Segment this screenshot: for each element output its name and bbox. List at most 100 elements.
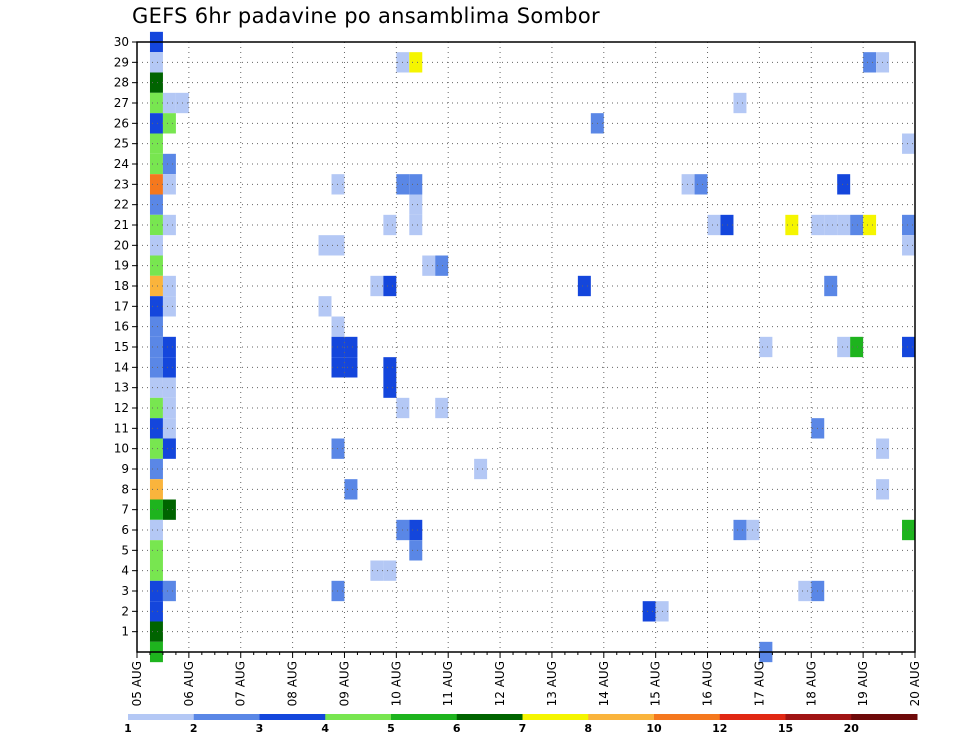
heatmap-cell: [383, 214, 397, 236]
heatmap-cell: [435, 397, 449, 419]
heatmap-cell: [149, 479, 163, 500]
heatmap-cell: [149, 113, 163, 134]
y-tick-label: 14: [114, 360, 129, 374]
heatmap-cell: [383, 357, 397, 378]
y-tick-label: 5: [121, 543, 129, 557]
heatmap-cell: [383, 560, 397, 581]
heatmap-cell: [149, 194, 163, 215]
heatmap-cell: [409, 52, 423, 73]
heatmap-cell: [149, 499, 163, 520]
plot-frame: [136, 41, 916, 653]
y-tick-label: 24: [114, 157, 129, 171]
heatmap-cell: [850, 336, 864, 358]
heatmap-cell: [162, 296, 176, 317]
colorbar-segment: [259, 714, 326, 720]
heatmap-cell: [149, 560, 163, 581]
heatmap-cell: [902, 336, 915, 358]
x-tick-label: 18 AUG: [804, 661, 818, 706]
heatmap-cell: [370, 275, 384, 297]
heatmap-cell: [474, 458, 488, 480]
heatmap-cell: [720, 214, 734, 236]
grid-layer: [137, 42, 915, 652]
x-tick-label: 14 AUG: [597, 661, 611, 706]
heatmap-cell: [162, 397, 176, 419]
heatmap-cell: [149, 519, 163, 541]
heatmap-cell: [149, 52, 163, 73]
colorbar-label: 4: [321, 722, 329, 735]
y-tick-label: 4: [121, 564, 129, 578]
y-tick-label: 28: [114, 76, 129, 90]
colorbar-segment: [325, 714, 392, 720]
x-tick-label: 15 AUG: [649, 661, 663, 706]
heatmap-cell: [577, 275, 591, 297]
cells-layer: [149, 31, 915, 663]
y-tick-label: 26: [114, 116, 129, 130]
heatmap-cell: [149, 438, 163, 459]
y-tick-label: 6: [121, 523, 129, 537]
heatmap-cell: [149, 316, 163, 337]
y-tick-label: 17: [114, 299, 129, 313]
heatmap-cell: [149, 92, 163, 114]
heatmap-cell: [344, 479, 358, 500]
x-tick-label: 19 AUG: [856, 661, 870, 706]
heatmap-cell: [344, 357, 358, 378]
heatmap-cell: [149, 580, 163, 602]
heatmap-cell: [642, 601, 656, 622]
y-tick-label: 16: [114, 320, 129, 334]
y-tick-label: 20: [114, 238, 129, 252]
x-tick-label: 11 AUG: [441, 661, 455, 706]
heatmap-cell: [409, 174, 423, 195]
heatmap-cell: [149, 72, 163, 93]
heatmap-cell: [837, 336, 851, 358]
x-tick-label: 17 AUG: [752, 661, 766, 706]
y-tick-label: 9: [121, 462, 129, 476]
colorbar-label: 5: [387, 722, 395, 735]
heatmap-cell: [162, 92, 176, 114]
heatmap-cell: [149, 601, 163, 622]
y-tick-label: 21: [114, 218, 129, 232]
heatmap-cell: [681, 174, 695, 195]
heatmap-cell: [383, 377, 397, 398]
colorbar-label: 15: [778, 722, 793, 735]
heatmap-cell: [149, 153, 163, 175]
heatmap-cell: [149, 296, 163, 317]
heatmap-cell: [707, 214, 721, 236]
y-tick-label: 25: [114, 137, 129, 151]
heatmap-cell: [162, 214, 176, 236]
y-tick-label: 10: [114, 442, 129, 456]
colorbar-segment: [128, 714, 195, 720]
heatmap-cell: [863, 52, 877, 73]
heatmap-cell: [785, 214, 799, 236]
y-tick-label: 13: [114, 381, 129, 395]
heatmap-cell: [422, 255, 436, 276]
heatmap-cell: [149, 275, 163, 297]
heatmap-cell: [162, 153, 176, 175]
x-tick-label: 16 AUG: [701, 661, 715, 706]
colorbar-segment: [456, 714, 523, 720]
x-axis: 05 AUG 06 AUG 07 AUG 08 AUG 09 AUG 10 AUG 11 A…: [130, 652, 922, 706]
heatmap-cell: [902, 519, 915, 541]
x-tick-label: 05 AUG: [130, 661, 144, 706]
colorbar-segment: [522, 714, 589, 720]
x-tick-label: 20 AUG: [908, 661, 922, 706]
heatmap-cell: [162, 580, 176, 602]
y-tick-label: 7: [121, 503, 129, 517]
colorbar-segment: [391, 714, 458, 720]
colorbar-segment: [654, 714, 721, 720]
y-tick-label: 11: [114, 421, 129, 435]
heatmap-cell: [162, 336, 176, 358]
heatmap-cell: [733, 519, 747, 541]
x-tick-label: 10 AUG: [389, 661, 403, 706]
colorbar-label: 20: [844, 722, 860, 735]
heatmap-cell: [383, 275, 397, 297]
x-tick-label: 06 AUG: [182, 661, 196, 706]
colorbar-segment: [719, 714, 786, 720]
heatmap-cell: [370, 560, 384, 581]
heatmap-cell: [149, 458, 163, 480]
colorbar-label: 7: [519, 722, 527, 735]
colorbar-segment: [588, 714, 655, 720]
y-tick-label: 15: [114, 340, 129, 354]
y-tick-label: 8: [121, 482, 129, 496]
colorbar-label: 12: [712, 722, 727, 735]
heatmap-cell: [149, 336, 163, 358]
